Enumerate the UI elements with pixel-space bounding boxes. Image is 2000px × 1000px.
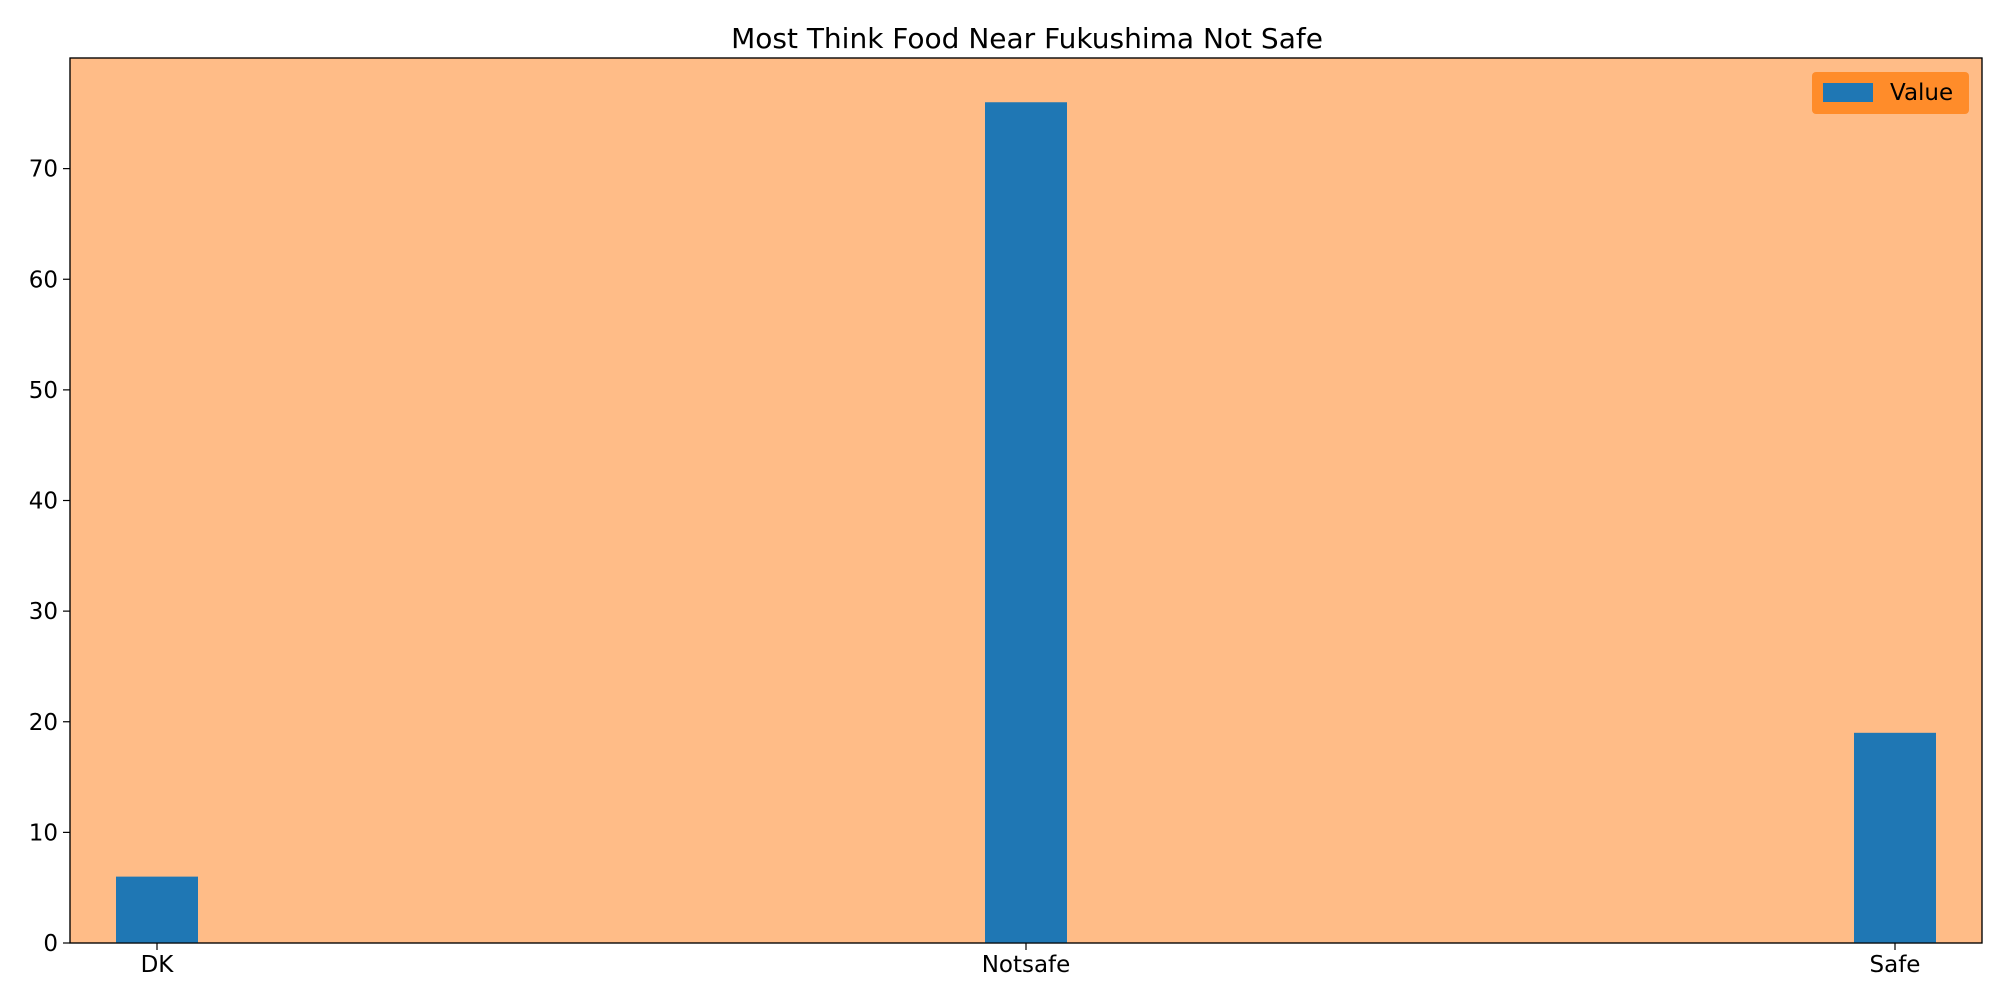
- y-tick-label: 20: [29, 710, 58, 736]
- bar: [116, 876, 198, 943]
- bar: [1854, 732, 1936, 943]
- y-tick-label: 50: [29, 378, 58, 404]
- legend-box: [1812, 72, 1969, 114]
- chart-title: Most Think Food Near Fukushima Not Safe: [731, 22, 1323, 55]
- y-axis: 0 10 20 30 40 50 60 70: [29, 157, 70, 957]
- x-tick-label: Safe: [1870, 952, 1921, 978]
- plot-border: [69, 57, 1983, 944]
- legend: Value: [1812, 72, 1969, 114]
- y-tick-label: 10: [29, 820, 58, 846]
- bar-series: [116, 102, 1936, 943]
- x-axis: DK Notsafe Safe: [141, 943, 1921, 978]
- legend-swatch: [1823, 83, 1873, 102]
- y-tick-label: 40: [29, 489, 58, 515]
- bar: [985, 102, 1067, 943]
- y-tick-label: 60: [29, 267, 58, 293]
- y-tick-label: 0: [43, 931, 58, 957]
- x-tick-label: Notsafe: [982, 952, 1071, 978]
- y-tick-label: 30: [29, 599, 58, 625]
- y-tick-label: 70: [29, 157, 58, 183]
- x-tick-label: DK: [141, 952, 175, 978]
- legend-label: Value: [1890, 80, 1953, 106]
